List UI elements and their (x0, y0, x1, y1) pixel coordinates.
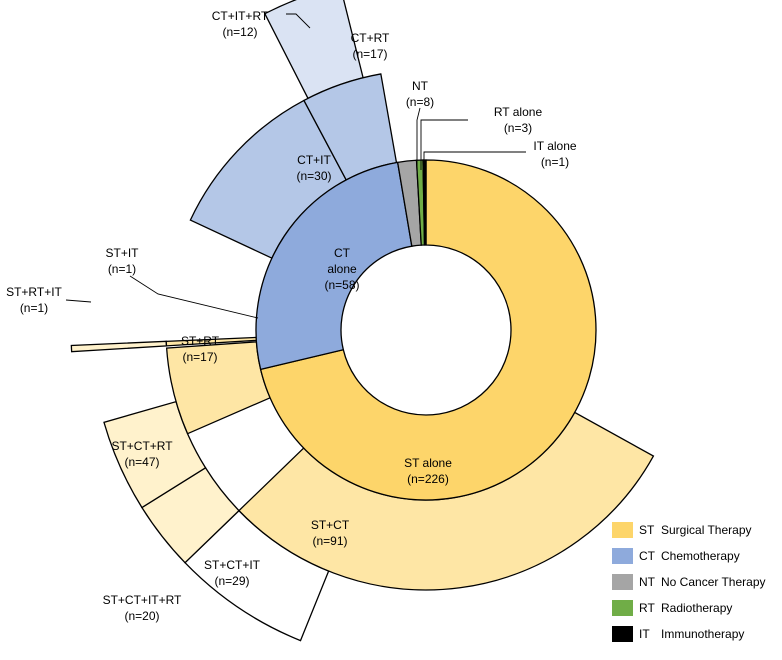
label-nt: NT (n=8) (406, 79, 434, 109)
label-st-ct-it: ST+CT+IT (n=29) (204, 558, 261, 588)
label-st-rt-it: ST+RT+IT (n=1) (6, 285, 62, 315)
leader-line-st-rt-it (65, 299, 92, 303)
legend-swatch-st (612, 522, 633, 538)
legend-item-rt: RT Radiotherapy (612, 598, 782, 618)
label-ct-it-rt: CT+IT+RT (n=12) (212, 9, 269, 39)
legend-code: RT (639, 601, 655, 615)
label-st-ct-it-rt: ST+CT+IT+RT (n=20) (103, 593, 182, 623)
legend-item-st: ST Surgical Therapy (612, 520, 782, 540)
legend-label: Radiotherapy (661, 601, 733, 615)
legend-item-ct: CT Chemotherapy (612, 546, 782, 566)
leader-lines-layer (65, 13, 526, 319)
segment-st-ct-rt (103, 400, 207, 509)
label-ct-rt: CT+RT (n=17) (351, 31, 390, 61)
legend-label: Surgical Therapy (661, 523, 752, 537)
legend-item-it: IT Immunotherapy (612, 624, 782, 644)
leader-line-st-it (129, 275, 259, 319)
leader-line-it (423, 151, 526, 170)
legend-label: No Cancer Therapy (661, 575, 766, 589)
label-it: IT alone (n=1) (533, 139, 576, 169)
legend-swatch-ct (612, 548, 633, 564)
segment-st (259, 159, 597, 501)
segment-ct (255, 161, 413, 371)
segment-st-rt-it (70, 340, 168, 353)
label-st-ct-rt: ST+CT+RT (n=47) (111, 439, 173, 469)
legend-swatch-rt (612, 600, 633, 616)
legend-swatch-nt (612, 574, 633, 590)
legend-code: CT (639, 549, 655, 563)
label-rt: RT alone (n=3) (494, 105, 543, 135)
legend-swatch-it (612, 626, 633, 642)
legend-label: Chemotherapy (661, 549, 740, 563)
label-ct: CT alone (n=58) (324, 246, 359, 292)
labels-layer: ST alone (n=226) CT alone (n=58) NT (n=8) RT al… (6, 9, 577, 623)
label-st-ct: ST+CT (n=91) (311, 518, 350, 548)
legend-item-nt: NT No Cancer Therapy (612, 572, 782, 592)
leader-line-rt (420, 119, 468, 170)
segments-layer (70, 0, 655, 642)
leader-line-ct-it-rt (286, 13, 311, 29)
legend-code: NT (639, 575, 655, 589)
label-st: ST alone (n=226) (404, 456, 452, 486)
label-st-it: ST+IT (n=1) (105, 246, 139, 276)
legend-code: IT (639, 627, 650, 641)
legend-code: ST (639, 523, 655, 537)
leader-line-nt (416, 107, 421, 170)
legend: ST Surgical Therapy CT Chemotherapy NT N… (612, 520, 782, 650)
legend-label: Immunotherapy (661, 627, 745, 641)
label-ct-it: CT+IT (n=30) (296, 153, 331, 183)
label-st-rt: ST+RT (n=17) (181, 334, 220, 364)
